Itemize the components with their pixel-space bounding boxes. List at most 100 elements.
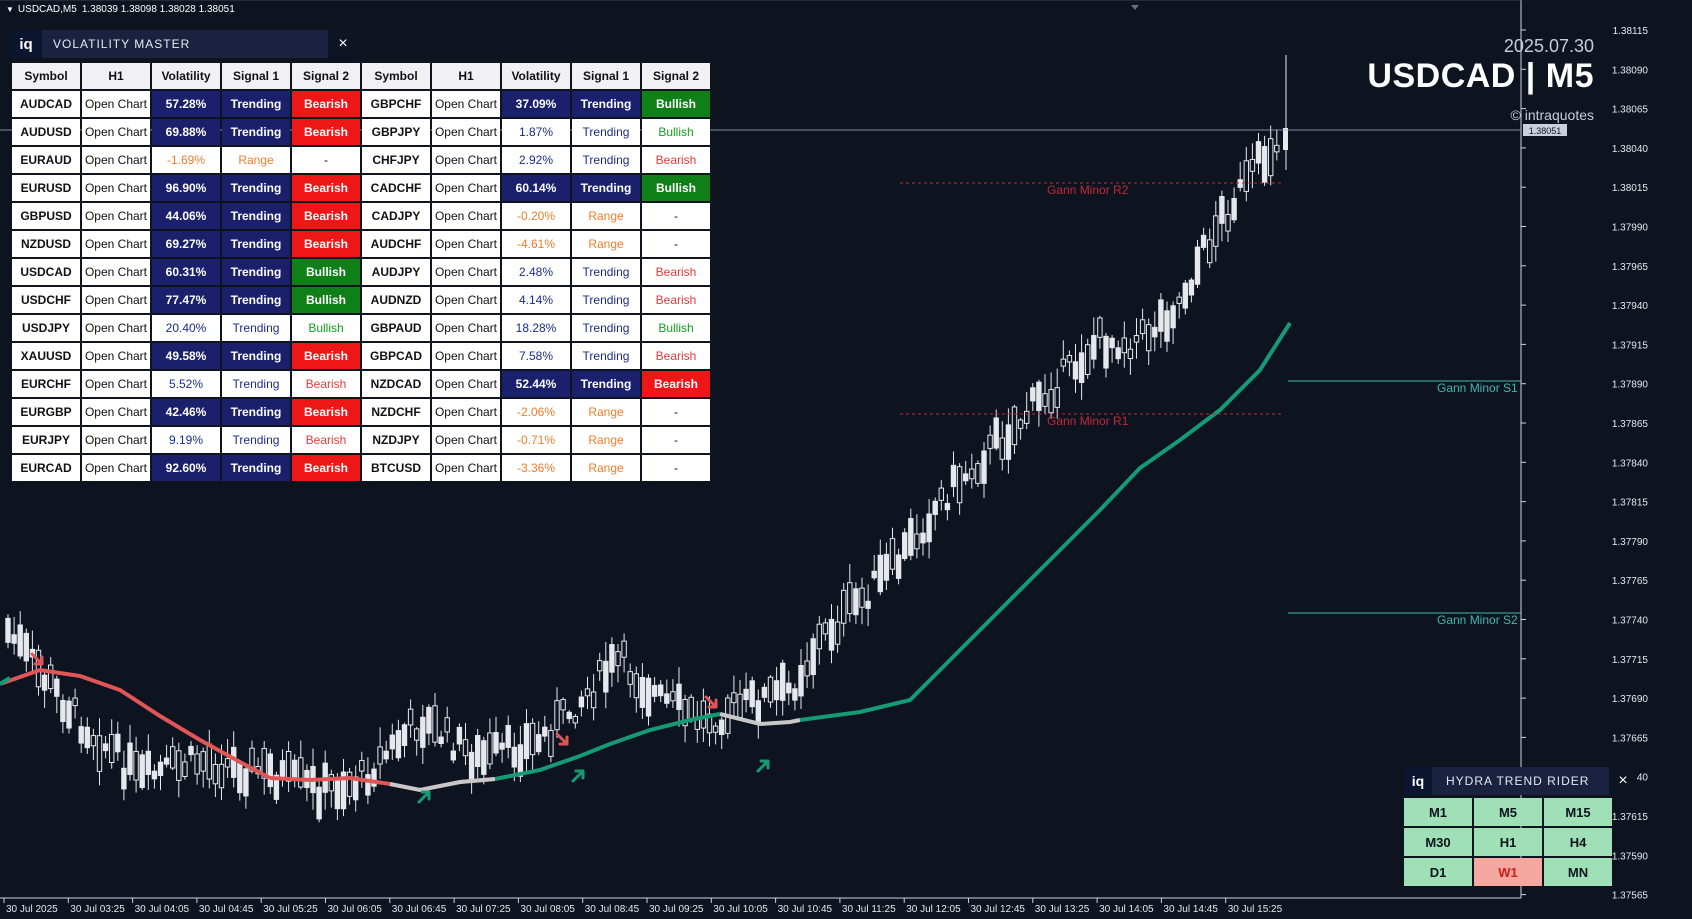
symbol-cell: AUDJPY [362, 259, 430, 285]
signal2-cell: - [642, 203, 710, 229]
candle-body [950, 464, 957, 488]
price-tick-label: 1.37665 [1612, 733, 1649, 744]
open-chart-link[interactable]: Open Chart [432, 119, 500, 145]
table-row: EURCHF Open Chart 5.52% Trending Bearish NZDC… [12, 371, 710, 397]
open-chart-link[interactable]: Open Chart [432, 371, 500, 397]
timeframe-m1[interactable]: M1 [1404, 798, 1472, 826]
open-chart-link[interactable]: Open Chart [82, 287, 150, 313]
open-chart-link[interactable]: Open Chart [82, 259, 150, 285]
signal1-cell: Trending [572, 371, 640, 397]
volatility-cell: -4.61% [502, 231, 570, 257]
open-chart-link[interactable]: Open Chart [432, 231, 500, 257]
time-tick-label: 30 Jul 03:25 [70, 904, 125, 915]
time-tick-label: 30 Jul 06:45 [392, 904, 447, 915]
time-tick-label: 30 Jul 08:05 [520, 904, 575, 915]
open-chart-link[interactable]: Open Chart [82, 91, 150, 117]
open-chart-link[interactable]: Open Chart [432, 455, 500, 481]
open-chart-link[interactable]: Open Chart [432, 399, 500, 425]
open-chart-link[interactable]: Open Chart [82, 399, 150, 425]
candle-body [371, 768, 377, 787]
price-tick-label: 1.37765 [1612, 576, 1649, 587]
candle-body [84, 726, 90, 749]
open-chart-link[interactable]: Open Chart [82, 119, 150, 145]
symbol-cell: CHFJPY [362, 147, 430, 173]
chart-watermark: 2025.07.30 USDCAD | M5 © intraquotes [1367, 36, 1594, 123]
open-chart-link[interactable]: Open Chart [82, 147, 150, 173]
open-chart-link[interactable]: Open Chart [432, 287, 500, 313]
symbol-cell: EURJPY [12, 427, 80, 453]
candle-body [462, 739, 469, 757]
price-tick-label: 1.37715 [1612, 655, 1649, 666]
timeframe-m5[interactable]: M5 [1474, 798, 1542, 826]
open-chart-link[interactable]: Open Chart [432, 315, 500, 341]
candle-body [1036, 381, 1042, 411]
candle-body [847, 582, 853, 615]
candle-body [328, 774, 335, 792]
timeframe-m15[interactable]: M15 [1544, 798, 1612, 826]
candle-body [121, 767, 127, 790]
volatility-cell: -0.20% [502, 203, 570, 229]
open-chart-link[interactable]: Open Chart [432, 91, 500, 117]
close-icon[interactable]: × [328, 30, 358, 58]
symbol-cell: CADCHF [362, 175, 430, 201]
candle-body [920, 532, 926, 544]
candle-body [700, 700, 707, 729]
signal2-cell: Bearish [292, 455, 360, 481]
open-chart-link[interactable]: Open Chart [432, 259, 500, 285]
candle-body [517, 744, 524, 777]
open-chart-link[interactable]: Open Chart [82, 231, 150, 257]
ohlc-label: 1.38039 1.38098 1.38028 1.38051 [81, 3, 235, 15]
symbol-cell: XAUUSD [12, 343, 80, 369]
open-chart-link[interactable]: Open Chart [82, 203, 150, 229]
candle-body [231, 746, 237, 778]
signal1-cell: Trending [572, 315, 640, 341]
gann-level-label: Gann Minor S2 [1437, 613, 1518, 627]
open-chart-link[interactable]: Open Chart [82, 343, 150, 369]
candle-body [926, 513, 932, 543]
candle-body [438, 736, 444, 744]
timeframe-w1[interactable]: W1 [1474, 858, 1542, 886]
candle-body [609, 644, 615, 673]
timeframe-mn[interactable]: MN [1544, 858, 1612, 886]
open-chart-link[interactable]: Open Chart [82, 371, 150, 397]
ma-bear-segment [0, 667, 271, 780]
timeframe-h4[interactable]: H4 [1544, 828, 1612, 856]
symbol-cell: BTCUSD [362, 455, 430, 481]
signal1-cell: Trending [222, 119, 290, 145]
open-chart-link[interactable]: Open Chart [82, 175, 150, 201]
price-tick-label: 1.38115 [1613, 26, 1649, 37]
column-header: Signal 1 [222, 63, 290, 89]
ma-neutral-segment [389, 777, 496, 793]
candle-body [115, 733, 121, 753]
open-chart-link[interactable]: Open Chart [432, 147, 500, 173]
open-chart-link[interactable]: Open Chart [82, 315, 150, 341]
candle-body [908, 518, 914, 556]
volatility-master-header[interactable]: iq VOLATILITY MASTER × [10, 30, 358, 58]
open-chart-link[interactable]: Open Chart [432, 175, 500, 201]
open-chart-link[interactable]: Open Chart [432, 203, 500, 229]
signal1-cell: Trending [222, 427, 290, 453]
open-chart-link[interactable]: Open Chart [82, 455, 150, 481]
column-header: Volatility [502, 63, 570, 89]
open-chart-link[interactable]: Open Chart [432, 343, 500, 369]
table-row: GBPUSD Open Chart 44.06% Trending Bearish CAD… [12, 203, 710, 229]
timeframe-m30[interactable]: M30 [1404, 828, 1472, 856]
timeframe-h1[interactable]: H1 [1474, 828, 1542, 856]
volatility-cell: -1.69% [152, 147, 220, 173]
signal1-cell: Trending [572, 147, 640, 173]
candle-body [749, 680, 755, 708]
candle-body [285, 750, 292, 782]
open-chart-link[interactable]: Open Chart [432, 427, 500, 453]
symbol-cell: EURAUD [12, 147, 80, 173]
open-chart-link[interactable]: Open Chart [82, 427, 150, 453]
timeframe-d1[interactable]: D1 [1404, 858, 1472, 886]
chevron-down-icon[interactable]: ▼ [6, 4, 14, 14]
bear-arrow-icon [30, 652, 44, 666]
candle-body [481, 740, 487, 775]
hydra-trend-rider-header[interactable]: iq HYDRA TREND RIDER × [1404, 767, 1637, 795]
signal2-cell: Bearish [292, 91, 360, 117]
candle-body [493, 732, 499, 754]
candle-body [773, 680, 780, 701]
close-icon[interactable]: × [1609, 767, 1637, 795]
